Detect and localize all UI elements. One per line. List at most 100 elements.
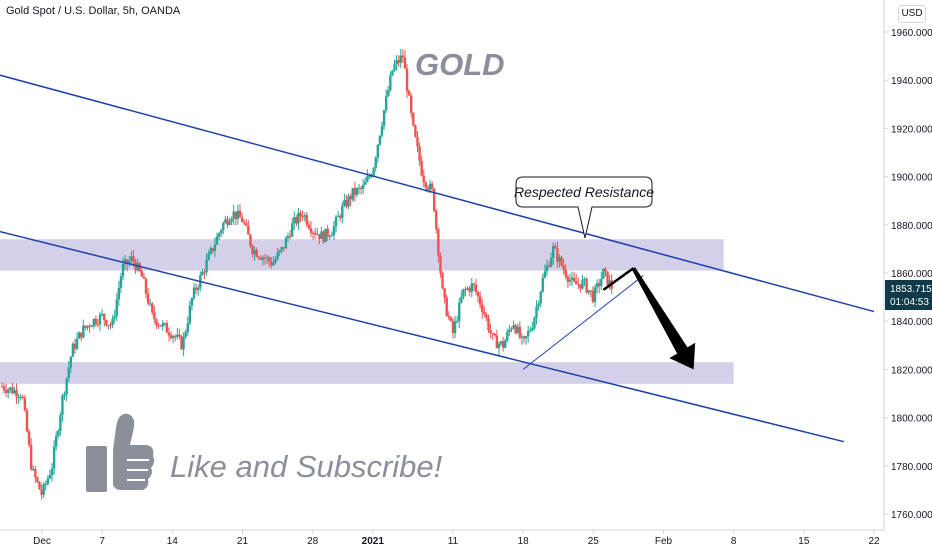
candle-body [535,306,538,318]
candle-body [288,235,292,237]
candle-body [136,263,139,271]
price-axis[interactable]: 1760.000 1780.000 1800.000 1820.000 1840.000… [883,0,932,530]
candle-body [247,225,250,235]
candle-body [155,319,158,326]
candle-body [234,211,237,220]
candle-body [470,283,473,292]
candle-body [368,176,371,178]
candle-body [219,230,223,234]
candle-body [94,318,98,325]
candle-body [391,70,394,76]
candle-body [472,283,476,285]
candle-body [339,215,342,218]
candle-body [4,390,8,393]
candle-body [184,331,187,337]
candle-body [520,336,524,338]
candle-body [2,386,6,391]
candle-body [230,218,233,223]
candle-body [437,229,440,256]
candle-body [82,325,85,338]
candle-body [405,68,409,92]
candle-body [399,55,402,63]
candle-body [148,303,152,305]
candle-body [562,265,565,270]
candle-body [157,325,160,327]
price-tag-box [885,280,932,310]
candle-body [320,231,323,239]
candle-body [508,329,511,333]
candle-body [174,336,177,338]
candle-body [44,483,47,485]
candle-body [268,257,271,262]
candle-body [439,255,442,273]
candle-body [336,215,340,217]
candle-body [100,313,104,315]
candle-body [593,287,597,302]
candle-body [242,221,246,224]
candle-body [251,245,254,255]
price-tick-label: 1900.000 [891,173,932,184]
candle-body [416,136,419,147]
candle-body [485,314,488,319]
price-tag: 1853.715 01:04:53 [885,280,932,310]
candle-body [255,250,258,257]
candle-body [435,210,438,230]
candle-body [117,287,121,300]
candle-body [334,216,338,227]
candle-body [80,332,83,338]
candle-body [297,212,300,224]
candle-body [119,276,123,288]
candle-body [589,290,593,292]
candle-body [478,296,482,305]
candle-body [549,257,553,267]
candle-body [361,184,365,189]
candle-body [69,356,73,368]
price-tick-label: 1840.000 [891,317,932,328]
candle-body [165,323,169,333]
candle-body [464,288,467,290]
candle-body [121,263,125,277]
candle-body [359,188,363,190]
candle-body [497,343,501,349]
candle-body [316,234,319,236]
candle-body [309,228,313,233]
candle-body [17,396,20,398]
candle-body [600,278,603,287]
candle-body [397,60,400,63]
candle-body [426,187,430,190]
candle-body [522,336,526,339]
candle-body [71,343,75,357]
candle-body [123,259,127,264]
candle-body [107,324,110,326]
candle-body [290,223,294,237]
candle-body [393,64,396,71]
candle-body [357,188,361,190]
candle-body [209,248,212,254]
candle-body [75,338,79,349]
time-tick-label: 18 [518,536,530,547]
time-tick-label: Dec [33,536,51,547]
candle-body [303,215,306,217]
candle-body [343,199,346,206]
price-tick-label: 1860.000 [891,269,932,280]
candle-body [286,235,290,239]
candle-body [57,430,60,436]
candle-body [301,216,304,218]
candle-body [602,268,605,279]
candle-body [48,474,52,479]
candle-body [597,283,601,287]
price-tick-label: 1940.000 [891,76,932,87]
candle-body [217,233,221,237]
price-tick-label: 1920.000 [891,124,932,135]
candle-body [188,305,192,324]
currency-button[interactable]: USD [898,5,926,23]
candle-body [558,257,561,262]
time-axis[interactable]: Dec 7 14 21 28 2021 11 18 25 Feb 8 15 22 [0,529,884,547]
candle-body [489,330,492,334]
candle-body [259,257,263,260]
zone-0 [0,239,724,271]
candle-body [537,303,540,307]
